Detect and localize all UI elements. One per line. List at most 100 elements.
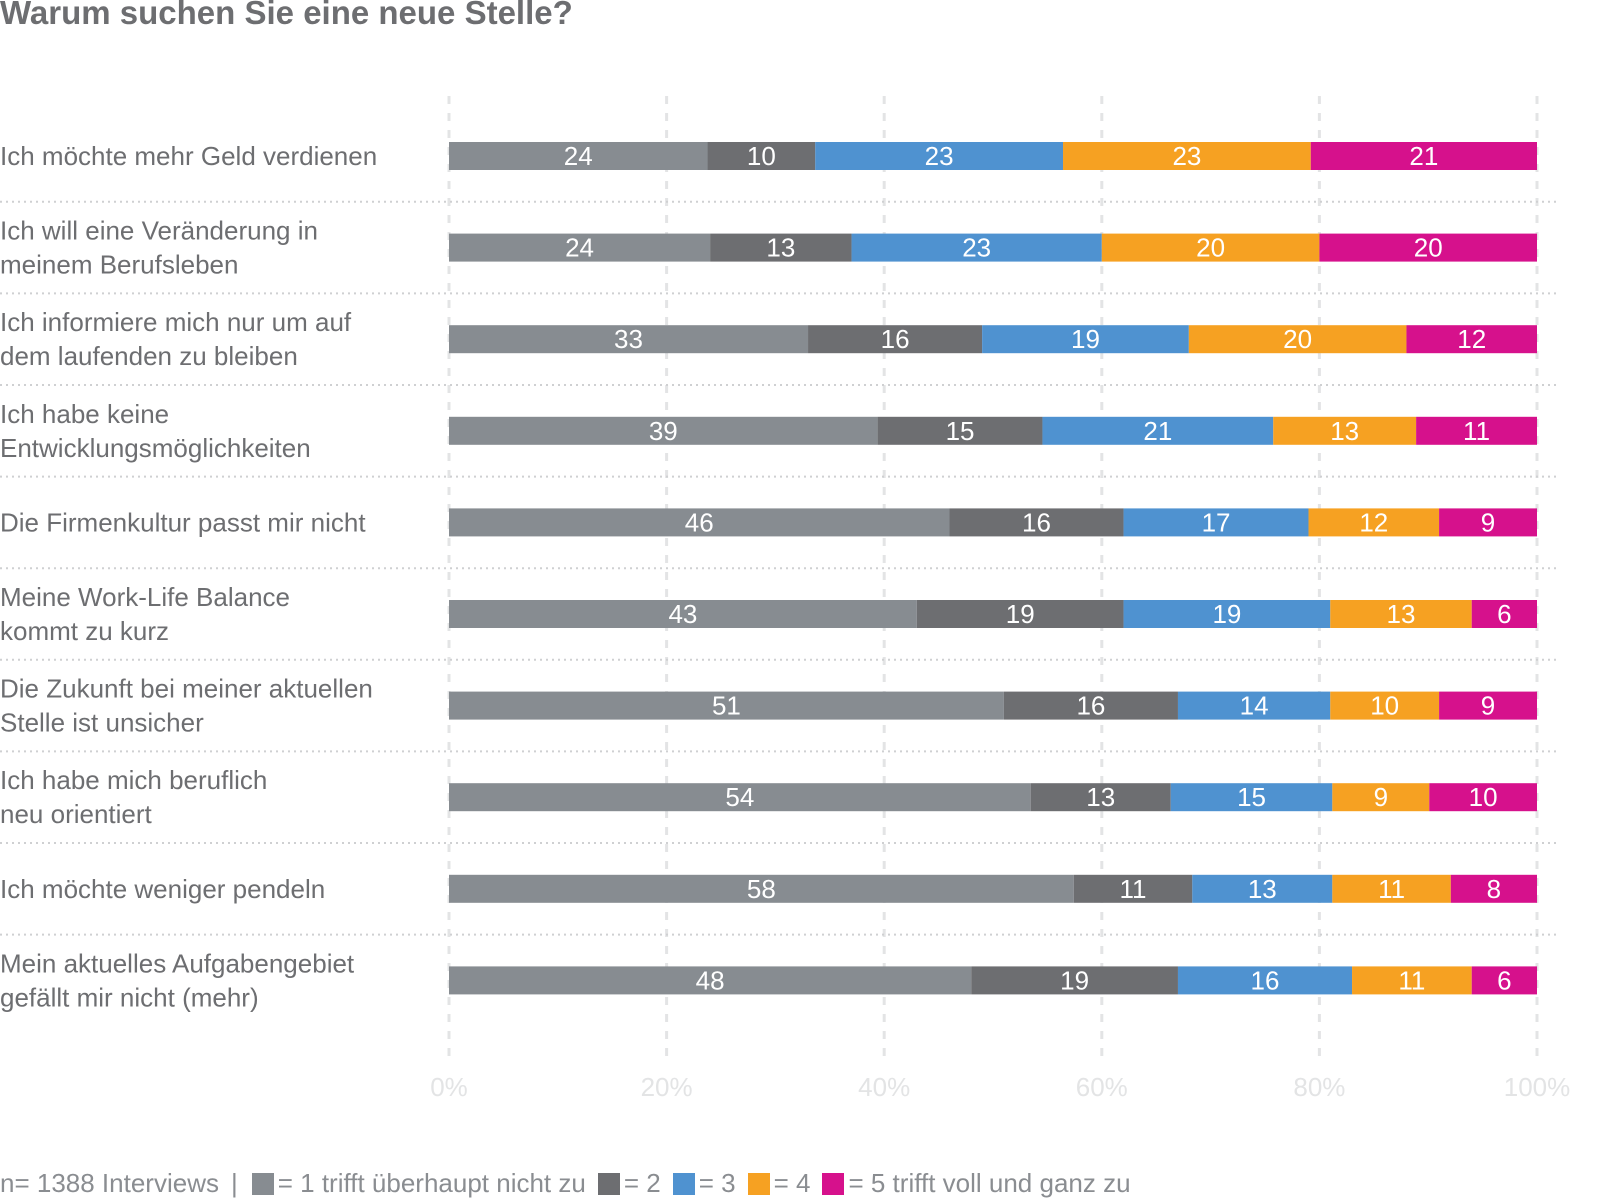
- data-label: 14: [1240, 691, 1269, 721]
- data-label: 24: [565, 233, 594, 263]
- data-label: 48: [696, 965, 725, 995]
- data-label: 19: [1212, 599, 1241, 629]
- bar-segment: [1042, 416, 1274, 445]
- bar-segment: [1030, 783, 1171, 812]
- category-label: Meine Work-Life Balance kommt zu kurz: [0, 582, 290, 646]
- legend-label-2: = 2: [623, 1168, 661, 1198]
- data-label: 17: [1202, 507, 1231, 537]
- data-label: 6: [1497, 965, 1511, 995]
- data-label: 13: [1330, 416, 1359, 446]
- bar-segment: [449, 691, 1004, 720]
- legend-item-1: = 1 trifft überhaupt nicht zu: [251, 1168, 586, 1199]
- bar-segment: [449, 966, 972, 995]
- data-label: 58: [747, 874, 776, 904]
- legend-swatch-1: [251, 1172, 274, 1195]
- x-tick-label: 40%: [858, 1072, 910, 1102]
- category-label-line: Meine Work-Life Balance: [0, 582, 290, 612]
- x-tick-label: 100%: [1504, 1072, 1571, 1102]
- bar-segment: [449, 508, 950, 537]
- bar-segment: [1101, 233, 1320, 262]
- category-label: Die Firmenkultur passt mir nicht: [0, 507, 366, 537]
- bar-segment: [1352, 966, 1472, 995]
- bar-segment: [1332, 783, 1430, 812]
- bar-segment: [1170, 783, 1333, 812]
- data-label: 8: [1487, 874, 1501, 904]
- x-tick-label: 20%: [641, 1072, 693, 1102]
- bar-segment: [707, 142, 816, 170]
- data-label: 12: [1457, 324, 1486, 354]
- data-label: 19: [1060, 965, 1089, 995]
- bar-segment: [916, 600, 1124, 628]
- legend-item-3: = 3: [672, 1168, 736, 1199]
- bar-segment: [1003, 691, 1178, 720]
- category-label-line: meinem Berufsleben: [0, 250, 238, 280]
- bar-segment: [1330, 600, 1472, 628]
- bar-segment: [851, 233, 1102, 262]
- chart-title: Warum suchen Sie eine neue Stelle?: [0, 0, 573, 31]
- bar-segment: [949, 508, 1124, 537]
- category-label: Ich möchte mehr Geld verdienen: [0, 141, 377, 171]
- data-label: 23: [962, 233, 991, 263]
- bar-segment: [449, 233, 711, 262]
- category-label-line: Die Firmenkultur passt mir nicht: [0, 507, 366, 537]
- bar-segment: [1319, 233, 1537, 262]
- category-label: Mein aktuelles Aufgabengebiet gefällt mir…: [0, 948, 355, 1012]
- category-label: Ich will eine Veränderung in meinem Beruf…: [0, 216, 318, 280]
- category-label-line: kommt zu kurz: [0, 616, 169, 646]
- data-label: 20: [1283, 324, 1312, 354]
- legend-swatch-4: [747, 1172, 770, 1195]
- bar-segment: [449, 416, 878, 445]
- legend-label-4: = 4: [773, 1168, 811, 1198]
- category-label-line: Ich möchte mehr Geld verdienen: [0, 141, 377, 171]
- data-label: 13: [766, 233, 795, 263]
- bar-segment: [1450, 874, 1537, 903]
- category-label-line: dem laufenden zu bleiben: [0, 341, 298, 371]
- bar-segment: [1429, 783, 1537, 812]
- bar-segment: [1471, 966, 1537, 995]
- x-tick-label: 60%: [1076, 1072, 1128, 1102]
- category-label: Ich möchte weniger pendeln: [0, 874, 325, 904]
- data-label: 11: [1378, 874, 1405, 904]
- bar-segment: [1310, 142, 1537, 170]
- bar-segment: [1406, 325, 1537, 354]
- bar-segment: [1177, 691, 1331, 720]
- legend-swatch-5: [822, 1172, 845, 1195]
- category-label-line: Ich möchte weniger pendeln: [0, 874, 325, 904]
- legend-item-2: = 2: [597, 1168, 661, 1199]
- data-label: 33: [614, 324, 643, 354]
- data-label: 15: [1237, 782, 1266, 812]
- bar-segment: [971, 966, 1178, 995]
- data-label: 13: [1248, 874, 1277, 904]
- category-label: Ich habe keine Entwicklungsmöglichkeiten: [0, 399, 311, 463]
- category-label-line: Ich habe keine: [0, 399, 169, 429]
- data-label: 13: [1387, 599, 1416, 629]
- data-label: 10: [747, 141, 776, 171]
- data-label: 10: [1469, 782, 1498, 812]
- category-label-line: neu orientiert: [0, 799, 153, 829]
- bar-segment: [1308, 508, 1440, 537]
- category-label-line: Stelle ist unsicher: [0, 708, 204, 738]
- data-label: 24: [564, 141, 593, 171]
- data-label: 20: [1414, 233, 1443, 263]
- data-label: 46: [685, 507, 714, 537]
- bar-segment: [449, 783, 1031, 812]
- data-label: 21: [1143, 416, 1172, 446]
- data-label: 11: [1463, 416, 1490, 446]
- bar-segment: [1330, 691, 1440, 720]
- data-label: 15: [946, 416, 975, 446]
- bar-segment: [449, 600, 917, 628]
- x-tick-label: 80%: [1293, 1072, 1345, 1102]
- category-label: Ich informiere mich nur um auf dem laufen…: [0, 307, 352, 371]
- data-label: 16: [1251, 965, 1280, 995]
- category-label: Ich habe mich beruflich neu orientiert: [0, 765, 267, 829]
- data-label: 13: [1086, 782, 1115, 812]
- bar-segment: [449, 874, 1074, 903]
- legend-label-1: = 1 trifft überhaupt nicht zu: [277, 1168, 586, 1198]
- data-label: 9: [1374, 782, 1388, 812]
- legend-label-3: = 3: [698, 1168, 736, 1198]
- category-label-line: Entwicklungsmöglichkeiten: [0, 433, 311, 463]
- legend-item-4: = 4: [747, 1168, 811, 1199]
- data-label: 9: [1481, 691, 1495, 721]
- bar-segment: [1471, 600, 1537, 628]
